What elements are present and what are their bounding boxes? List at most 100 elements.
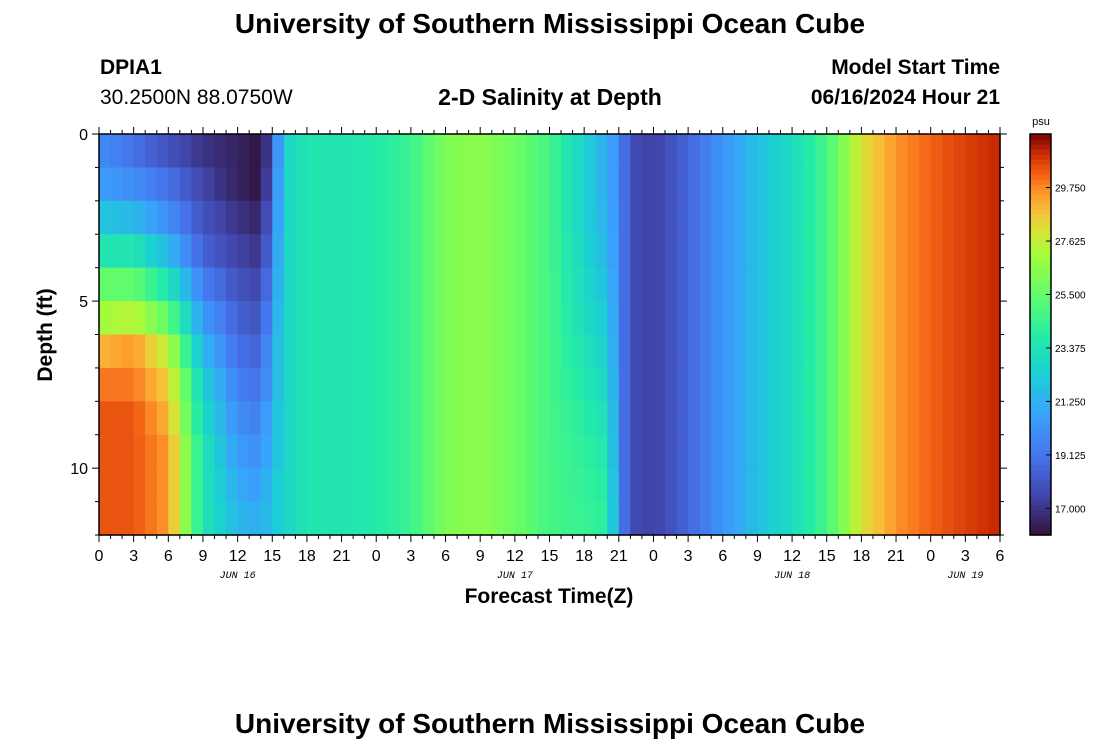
colorbar-segment [1030, 164, 1051, 170]
heatmap-cell [226, 301, 239, 336]
heatmap-cell [295, 468, 308, 503]
heatmap-cell [861, 367, 874, 402]
heatmap-cell [838, 501, 851, 536]
heatmap-cell [838, 301, 851, 336]
heatmap-cell [306, 167, 320, 202]
heatmap-cell [341, 501, 354, 536]
heatmap-cell [145, 367, 158, 402]
heatmap-cell [249, 167, 262, 202]
heatmap-cell [503, 501, 516, 536]
heatmap-cell [468, 200, 481, 235]
heatmap-cell [468, 167, 481, 202]
heatmap-cell [815, 401, 828, 436]
heatmap-cell [341, 434, 354, 469]
colorbar-segment [1030, 284, 1051, 290]
heatmap-cell [318, 501, 331, 536]
heatmap-cell [665, 401, 678, 436]
heatmap-cell [676, 200, 689, 235]
heatmap-cell [861, 401, 874, 436]
heatmap-cell [584, 434, 597, 469]
heatmap-cell [896, 267, 909, 302]
y-tick-label: 0 [79, 127, 88, 144]
heatmap-cell [376, 401, 389, 436]
heatmap-cell [433, 134, 447, 169]
heatmap-cell [480, 367, 493, 402]
heatmap-cell [537, 200, 551, 235]
heatmap-cell [572, 468, 585, 503]
heatmap-cell [722, 234, 735, 269]
heatmap-cell [665, 134, 678, 169]
heatmap-cell [145, 501, 158, 536]
colorbar-segment [1030, 269, 1051, 275]
heatmap-cell [665, 501, 678, 536]
heatmap-cell [526, 200, 539, 235]
x-tick-label: 18 [575, 548, 593, 565]
heatmap-cell [330, 267, 343, 302]
heatmap-cell [272, 401, 285, 436]
heatmap-cell [561, 501, 574, 536]
heatmap-cell [653, 434, 666, 469]
heatmap-cell [110, 234, 123, 269]
heatmap-cell [607, 267, 620, 302]
heatmap-cell [988, 134, 1001, 169]
heatmap-cell [549, 468, 562, 503]
heatmap-cell [607, 434, 620, 469]
heatmap-cell [572, 234, 585, 269]
heatmap-cell [341, 267, 354, 302]
heatmap-cell [168, 301, 181, 336]
heatmap-cell [306, 134, 320, 169]
colorbar-segment [1030, 299, 1051, 306]
heatmap-cell [306, 200, 320, 235]
colorbar-segment [1030, 449, 1051, 456]
heatmap-cell [387, 167, 400, 202]
heatmap-cell [896, 200, 909, 235]
heatmap-cell [861, 167, 874, 202]
colorbar-segment [1030, 264, 1051, 270]
heatmap-cell [526, 234, 539, 269]
colorbar-segment [1030, 174, 1051, 180]
heatmap-cell [676, 468, 689, 503]
heatmap-cell [734, 334, 747, 369]
heatmap-cell [491, 200, 504, 235]
heatmap-cell [896, 434, 909, 469]
heatmap-cell [376, 468, 389, 503]
heatmap-cell [815, 501, 828, 536]
heatmap-cell [457, 334, 470, 369]
heatmap-cell [364, 301, 377, 336]
heatmap-cell [122, 434, 135, 469]
colorbar-segment [1030, 154, 1051, 160]
heatmap-cell [549, 234, 562, 269]
heatmap-cell [260, 367, 273, 402]
heatmap-cell [688, 501, 701, 536]
colorbar: 29.750 27.625 25.500 23.375 21.250 19.125 17.0… [1029, 133, 1086, 536]
heatmap-cell [526, 468, 539, 503]
heatmap-cell [433, 501, 447, 536]
heatmap-cell [549, 267, 562, 302]
heatmap-cell [768, 200, 782, 235]
heatmap-cell [191, 267, 204, 302]
y-axis-label: Depth (ft) [34, 288, 57, 381]
heatmap-cell [549, 134, 562, 169]
heatmap-cell [780, 267, 793, 302]
heatmap-cell [872, 200, 886, 235]
date-label: JUN 19 [947, 571, 983, 582]
page-title: University of Southern Mississippi Ocean… [234, 8, 866, 39]
heatmap-cell [191, 334, 204, 369]
heatmap-cell [699, 434, 712, 469]
heatmap-cell [503, 167, 516, 202]
heatmap-cell [618, 334, 631, 369]
x-tick-label: 21 [887, 548, 905, 565]
heatmap-cell [260, 334, 273, 369]
heatmap-cell [896, 334, 909, 369]
colorbar-segment [1030, 374, 1051, 381]
heatmap-cell [445, 134, 458, 169]
heatmap-cell [953, 434, 966, 469]
heatmap-cell [364, 434, 377, 469]
heatmap-cell [410, 434, 424, 469]
colorbar-segment [1030, 134, 1051, 140]
heatmap-cell [491, 468, 504, 503]
colorbar-segment [1030, 359, 1051, 366]
heatmap-cell [757, 167, 770, 202]
heatmap-cell [665, 334, 678, 369]
heatmap-cell [976, 234, 990, 269]
